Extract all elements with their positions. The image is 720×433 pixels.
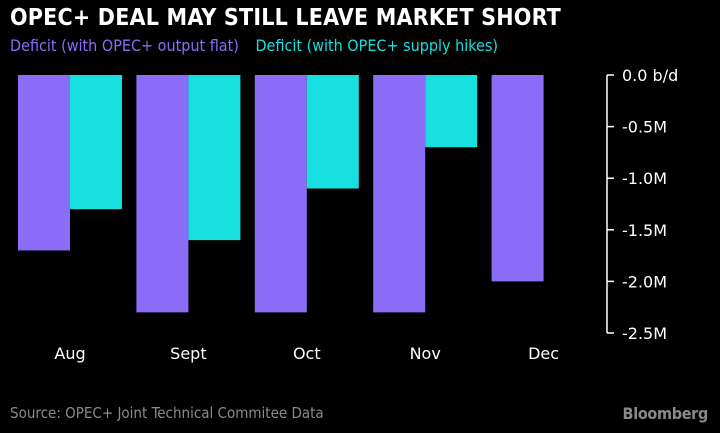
bar-1 bbox=[136, 75, 189, 313]
chart-title: OPEC+ DEAL MAY STILL LEAVE MARKET SHORT bbox=[10, 5, 561, 31]
bar-1 bbox=[491, 75, 544, 282]
x-tick-label: Aug bbox=[54, 344, 85, 363]
x-tick-label: Sept bbox=[170, 344, 206, 363]
bar-2 bbox=[425, 75, 478, 148]
legend-series-2: Deficit (with OPEC+ supply hikes) bbox=[255, 36, 498, 55]
bar-1 bbox=[373, 75, 426, 313]
legend: Deficit (with OPEC+ output flat) Deficit… bbox=[10, 36, 510, 55]
y-tick-label: -0.5M bbox=[622, 118, 667, 137]
x-tick-label: Nov bbox=[410, 344, 441, 363]
y-tick-label: -2.5M bbox=[622, 324, 667, 343]
bar-2 bbox=[70, 75, 122, 210]
x-tick-label: Dec bbox=[528, 344, 559, 363]
bar-2 bbox=[188, 75, 241, 241]
y-tick-label: -1.0M bbox=[622, 169, 667, 188]
x-tick-label: Oct bbox=[293, 344, 321, 363]
y-tick-label: -2.0M bbox=[622, 272, 667, 291]
y-tick-label: -1.5M bbox=[622, 221, 667, 240]
bar-2 bbox=[306, 75, 359, 189]
bar-1 bbox=[18, 75, 70, 251]
bar-1 bbox=[254, 75, 307, 313]
brand-logo: Bloomberg bbox=[622, 404, 709, 423]
source-note: Source: OPEC+ Joint Technical Commitee D… bbox=[10, 404, 324, 422]
legend-series-1: Deficit (with OPEC+ output flat) bbox=[10, 36, 239, 55]
y-tick-label: 0.0 b/d bbox=[622, 66, 678, 85]
